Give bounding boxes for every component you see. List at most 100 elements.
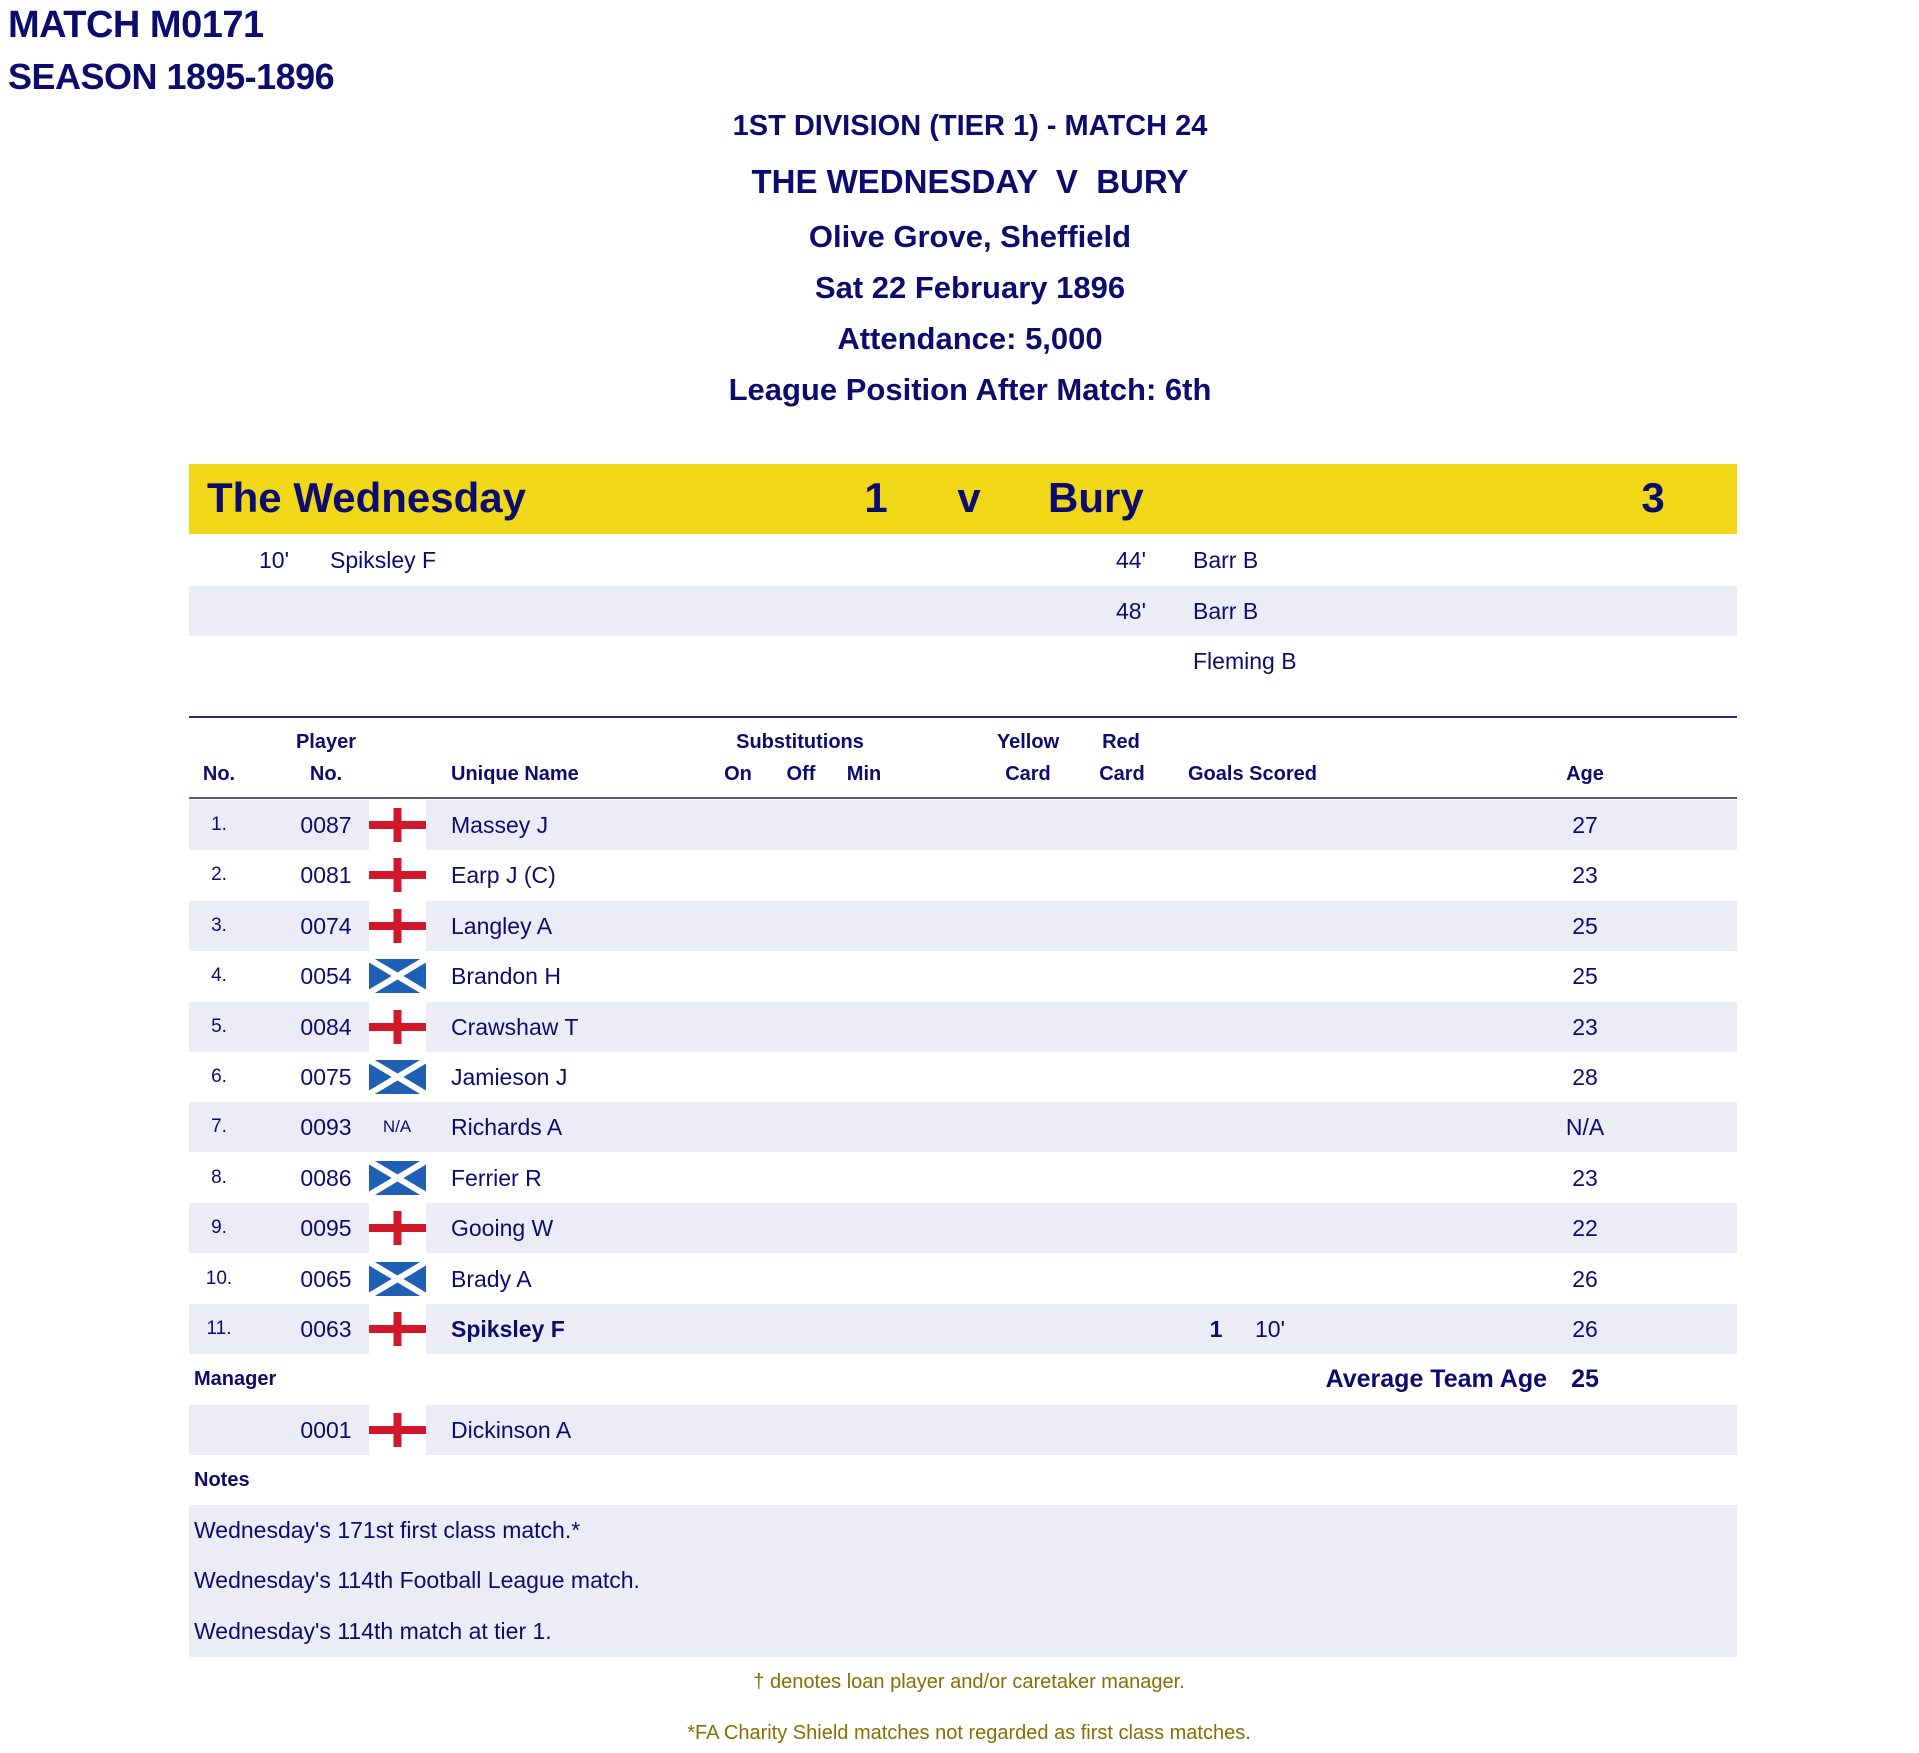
player-number: 0075 [300,1064,352,1090]
goal-row: 10' Spiksley F 44' Barr B [189,535,1737,585]
manager-header-row: Manager Average Team Age 25 [189,1354,1737,1404]
player-number: 0087 [300,812,352,838]
player-row: 5. 0084 Crawshaw T 23 [189,1001,1737,1052]
away-team: Bury [1048,474,1144,521]
player-name: Jamieson J [451,1064,568,1090]
goal-minute: 10' [1255,1316,1285,1342]
player-age: 23 [1572,862,1598,889]
col-player-no: No. [309,763,343,785]
england-flag-icon [369,900,426,951]
col-player-no-top: Player [295,731,357,753]
player-name: Brady A [451,1265,532,1292]
player-row-number: 8. [211,1166,227,1188]
player-row: 8. 0086 Ferrier R 23 [189,1152,1737,1203]
player-row-number: 2. [211,864,227,886]
match-id: MATCH M0171 [8,4,264,46]
player-number: 0065 [300,1265,352,1292]
col-goals-scored: Goals Scored [1188,763,1317,785]
england-flag-icon [369,1001,426,1052]
footnote-charity-shield: *FA Charity Shield matches not regarded … [687,1722,1251,1744]
away-goal-scorer: Barr B [1193,597,1259,624]
player-name: Gooing W [451,1215,554,1242]
goal-row: 48' Barr B [189,585,1737,636]
competition: 1ST DIVISION (TIER 1) - MATCH 24 [732,110,1208,142]
attendance: Attendance: 5,000 [837,321,1103,356]
col-sub-on: On [724,763,752,785]
note-item: Wednesday's 171st first class match.* [194,1517,581,1543]
player-name: Richards A [451,1114,563,1141]
col-sub-off: Off [786,763,816,785]
player-row-number: 10. [205,1267,233,1289]
player-name: Crawshaw T [451,1013,579,1040]
player-row: 1. 0087 Massey J 27 [189,800,1737,850]
player-row: 11. 0063 Spiksley F 1 10' 26 [189,1304,1737,1354]
scotland-flag-icon [369,951,426,1002]
player-number: 0093 [300,1114,352,1141]
player-name: Spiksley F [451,1316,565,1342]
player-number: 0054 [300,963,352,990]
divider [189,716,1737,718]
goals-count: 1 [1209,1316,1223,1342]
england-flag-icon [369,1203,426,1254]
scotland-flag-icon [369,1052,426,1102]
player-row-number: 3. [211,914,227,936]
season: SEASON 1895-1896 [8,56,335,97]
player-row: 4. 0054 Brandon H 25 [189,951,1737,1002]
player-name: Ferrier R [451,1164,542,1191]
player-age: 26 [1572,1265,1598,1292]
player-age: 27 [1572,812,1598,838]
player-name: Brandon H [451,963,561,990]
note-item: Wednesday's 114th match at tier 1. [194,1618,552,1644]
away-goal-scorer: Fleming B [1193,648,1297,674]
player-row-number: 6. [211,1066,227,1087]
away-goal-minute: 48' [1116,597,1146,624]
versus: v [957,474,981,521]
player-row: 7. 0093 N/A Richards A N/A [189,1102,1737,1153]
player-row: 10. 0065 Brady A 26 [189,1253,1737,1304]
col-unique-name: Unique Name [451,763,579,785]
player-number: 0086 [300,1164,352,1191]
player-age: 23 [1572,1164,1598,1191]
player-row-number: 5. [211,1015,227,1037]
player-number: 0095 [300,1215,352,1242]
manager-label: Manager [194,1368,277,1390]
england-flag-icon [369,1405,426,1455]
manager-name: Dickinson A [451,1417,572,1443]
home-team: The Wednesday [207,474,526,521]
col-substitutions: Substitutions [736,731,864,753]
player-row-number: 9. [211,1217,227,1239]
note-item: Wednesday's 114th Football League match. [194,1567,640,1593]
player-row-number: 11. [206,1318,232,1339]
col-red: Card [1099,763,1145,785]
player-row: 2. 0081 Earp J (C) 23 [189,850,1737,901]
match-date: Sat 22 February 1896 [814,270,1126,305]
england-flag-icon [369,1304,426,1354]
player-name: Langley A [451,912,553,939]
player-age: 25 [1572,912,1598,939]
col-age: Age [1566,763,1604,785]
player-age: 23 [1572,1013,1598,1040]
player-name: Massey J [451,812,549,838]
away-goal-scorer: Barr B [1193,547,1259,573]
player-number: 0084 [300,1013,352,1040]
col-no: No. [202,763,236,785]
notes-box: Wednesday's 171st first class match.* We… [189,1505,1737,1657]
footnote-loan: † denotes loan player and/or caretaker m… [753,1671,1185,1693]
scotland-flag-icon [369,1152,426,1203]
average-age-value: 25 [1571,1365,1599,1393]
player-age: 25 [1572,963,1598,990]
manager-player-no: 0001 [300,1417,352,1443]
scoreline-bar: The Wednesday 1 v Bury 3 [189,464,1737,534]
player-age: 22 [1572,1215,1598,1242]
average-age-label: Average Team Age [1325,1365,1547,1393]
player-row: 9. 0095 Gooing W 22 [189,1203,1737,1254]
venue: Olive Grove, Sheffield [808,219,1132,254]
nationality-na: N/A [382,1117,412,1137]
divider [189,797,1737,799]
player-row: 6. 0075 Jamieson J 28 [189,1052,1737,1102]
player-row-number: 1. [211,814,227,835]
player-number: 0063 [300,1316,352,1342]
away-score: 3 [1641,474,1665,521]
home-goal-scorer: Spiksley F [330,547,437,573]
